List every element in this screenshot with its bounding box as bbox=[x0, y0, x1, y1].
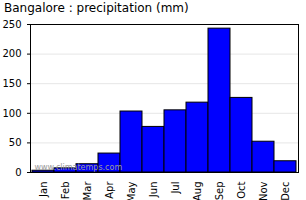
svg-text:Nov: Nov bbox=[258, 181, 269, 200]
svg-text:150: 150 bbox=[2, 78, 21, 89]
svg-text:Mar: Mar bbox=[82, 181, 93, 200]
svg-text:Jun: Jun bbox=[148, 182, 159, 199]
svg-text:Sep: Sep bbox=[214, 182, 225, 200]
svg-text:Dec: Dec bbox=[280, 182, 291, 200]
svg-text:100: 100 bbox=[2, 108, 21, 119]
svg-text:250: 250 bbox=[2, 19, 21, 30]
svg-text:Jul: Jul bbox=[170, 182, 181, 195]
svg-text:Jan: Jan bbox=[38, 182, 49, 198]
svg-text:Apr: Apr bbox=[104, 181, 115, 199]
svg-text:0: 0 bbox=[15, 167, 21, 178]
svg-text:May: May bbox=[126, 181, 137, 200]
svg-text:50: 50 bbox=[9, 137, 22, 148]
svg-text:Feb: Feb bbox=[60, 182, 71, 200]
svg-text:www.climatemps.com: www.climatemps.com bbox=[35, 163, 123, 172]
svg-text:Aug: Aug bbox=[192, 182, 203, 200]
html-text:Bangalore : precipitation (mm): Bangalore : precipitation (mm) bbox=[4, 1, 189, 15]
svg-text:200: 200 bbox=[2, 48, 21, 59]
svg-text:Oct: Oct bbox=[236, 181, 247, 198]
